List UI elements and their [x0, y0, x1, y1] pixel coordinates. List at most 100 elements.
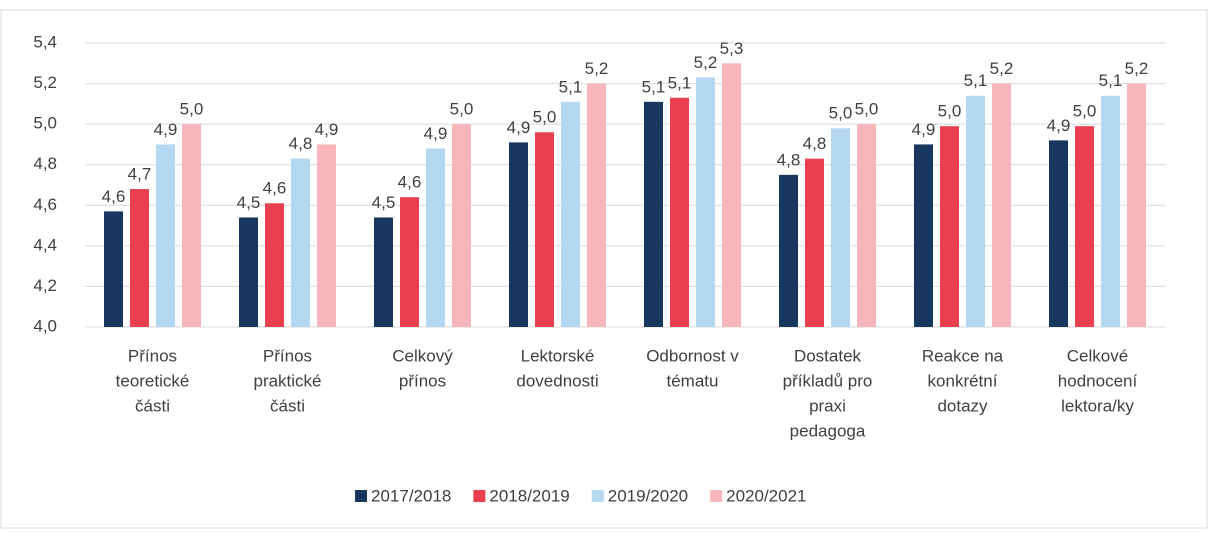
legend-label: 2018/2019: [489, 486, 569, 505]
bar: [940, 126, 959, 328]
legend-label: 2019/2020: [608, 486, 688, 505]
value-label: 5,3: [720, 39, 744, 58]
bar: [1049, 140, 1068, 327]
value-label: 4,9: [315, 120, 339, 139]
bar: [239, 217, 258, 327]
bar: [374, 217, 393, 327]
y-tick-label: 4,8: [33, 154, 57, 173]
value-label: 4,6: [398, 173, 422, 192]
value-label: 4,6: [102, 187, 126, 206]
y-tick-label: 4,0: [33, 316, 57, 335]
value-label: 5,0: [829, 104, 853, 123]
value-label: 4,5: [237, 193, 261, 212]
x-tick-label: pedagoga: [790, 421, 866, 440]
value-label: 4,8: [803, 134, 827, 153]
bar: [779, 174, 798, 327]
value-label: 5,1: [964, 71, 988, 90]
x-tick-label: části: [270, 396, 305, 415]
legend-swatch: [591, 490, 604, 502]
x-tick-label: Lektorské: [521, 346, 595, 365]
x-tick-label: praktické: [253, 371, 321, 390]
x-tick-label: Přínos: [263, 346, 312, 365]
bar: [857, 124, 876, 328]
value-label: 4,5: [372, 193, 396, 212]
y-tick-label: 4,6: [33, 195, 57, 214]
bar: [670, 97, 689, 328]
bar: [696, 77, 715, 327]
x-tick-label: přínos: [399, 371, 446, 390]
bar: [587, 83, 606, 327]
value-label: 5,2: [694, 53, 718, 72]
value-label: 5,1: [559, 77, 583, 96]
bar: [156, 144, 175, 327]
y-tick-label: 4,4: [33, 235, 57, 254]
value-label: 4,8: [777, 150, 801, 169]
value-label: 5,0: [450, 100, 474, 119]
bar: [1101, 95, 1120, 327]
x-tick-label: lektora/ky: [1061, 396, 1134, 415]
bar: [805, 158, 824, 327]
x-tick-label: tématu: [667, 371, 719, 390]
x-tick-label: dotazy: [937, 396, 988, 415]
bar: [291, 158, 310, 327]
bar: [104, 211, 123, 327]
value-label: 5,2: [990, 59, 1014, 78]
value-label: 5,0: [180, 100, 204, 119]
bar: [182, 124, 201, 328]
value-label: 5,1: [668, 73, 692, 92]
value-label: 5,0: [533, 108, 557, 127]
value-label: 4,9: [912, 120, 936, 139]
legend-swatch: [710, 490, 723, 502]
x-tick-label: praxi: [809, 396, 846, 415]
value-label: 5,0: [938, 102, 962, 121]
y-tick-label: 5,0: [33, 114, 57, 133]
bar: [561, 101, 580, 327]
x-tick-label: hodnocení: [1058, 371, 1138, 390]
x-tick-label: dovednosti: [516, 371, 598, 390]
bar: [509, 142, 528, 327]
bar: [130, 189, 149, 327]
y-tick-label: 5,2: [33, 73, 57, 92]
value-label: 5,0: [1073, 102, 1097, 121]
value-label: 4,9: [154, 120, 178, 139]
value-label: 5,2: [1125, 59, 1149, 78]
x-tick-label: konkrétní: [928, 371, 998, 390]
bar: [992, 83, 1011, 327]
y-tick-label: 4,2: [33, 276, 57, 295]
value-label: 5,1: [1099, 71, 1123, 90]
x-tick-label: Celkové: [1067, 346, 1128, 365]
bar: [722, 63, 741, 328]
bar: [426, 148, 445, 327]
bar: [535, 132, 554, 327]
x-tick-label: Odbornost v: [646, 346, 739, 365]
bar: [914, 144, 933, 327]
x-tick-label: teoretické: [116, 371, 190, 390]
value-label: 5,1: [642, 77, 666, 96]
bar: [317, 144, 336, 327]
bar: [1127, 83, 1146, 327]
x-tick-label: části: [135, 396, 170, 415]
value-label: 4,8: [289, 134, 313, 153]
bar: [452, 124, 471, 328]
x-tick-label: příkladů pro: [783, 371, 873, 390]
bar: [644, 101, 663, 327]
legend-label: 2017/2018: [371, 486, 451, 505]
x-tick-label: Celkový: [392, 346, 453, 365]
legend-label: 2020/2021: [726, 486, 806, 505]
value-label: 5,0: [855, 100, 879, 119]
x-tick-label: Reakce na: [922, 346, 1004, 365]
bar: [265, 203, 284, 327]
value-label: 5,2: [585, 59, 609, 78]
value-label: 4,6: [263, 179, 287, 198]
bar: [831, 128, 850, 327]
y-tick-label: 5,4: [33, 32, 57, 51]
value-label: 4,7: [128, 165, 152, 184]
bar: [966, 95, 985, 327]
x-tick-label: Dostatek: [794, 346, 862, 365]
bar: [400, 197, 419, 327]
bar: [1075, 126, 1094, 328]
legend-swatch: [473, 490, 486, 502]
value-label: 4,9: [1047, 116, 1071, 135]
value-label: 4,9: [507, 118, 531, 137]
